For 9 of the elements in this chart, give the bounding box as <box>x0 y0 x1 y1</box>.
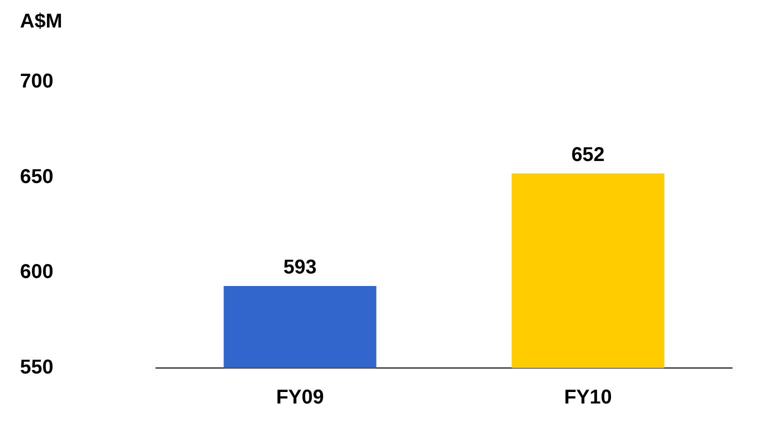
x-tick-label: FY10 <box>564 386 612 409</box>
data-label: 652 <box>571 144 605 166</box>
y-tick-label: 700 <box>20 70 54 93</box>
data-label: 593 <box>283 256 317 279</box>
y-tick-label: 600 <box>20 261 54 284</box>
y-tick-label: 550 <box>20 356 54 379</box>
y-tick-label: 650 <box>20 166 54 188</box>
x-tick-label: FY09 <box>276 386 324 409</box>
y-axis-title: A$M <box>20 10 62 33</box>
